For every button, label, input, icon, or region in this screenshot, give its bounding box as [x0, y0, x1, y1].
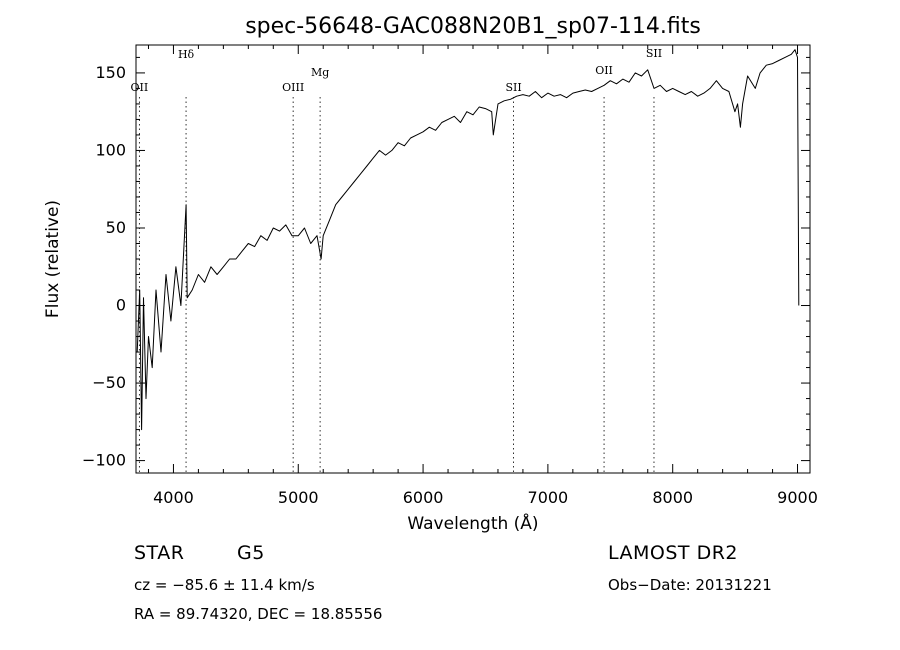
series-group	[136, 49, 800, 431]
x-tick-label: 6000	[403, 488, 444, 507]
spectral-line-label: OII	[595, 64, 613, 77]
x-tick-label: 7000	[528, 488, 569, 507]
object-class: STAR	[134, 542, 185, 564]
plot-frame	[135, 44, 811, 474]
chart-title: spec-56648-GAC088N20B1_sp07-114.fits	[245, 14, 701, 39]
x-axis-label: Wavelength (Å)	[407, 512, 538, 534]
spectral-line-label: SII	[505, 81, 521, 94]
spectral-line-label: Mg	[311, 66, 329, 79]
y-tick-label: 100	[95, 140, 126, 159]
survey-name: LAMOST DR2	[608, 542, 738, 564]
spectral-line-label: OIII	[282, 81, 304, 94]
spectrum-line	[136, 49, 800, 431]
y-tick-label: −100	[82, 451, 126, 470]
coordinates-readout: RA = 89.74320, DEC = 18.85556	[134, 605, 383, 623]
spectral-line-label: OII	[131, 81, 149, 94]
spectral-line-markers: OII Hδ OIII Mg SII OII SII	[131, 47, 662, 473]
velocity-readout: cz = −85.6 ± 11.4 km/s	[134, 576, 315, 594]
spectral-line-label: Hδ	[178, 48, 195, 61]
x-tick-label: 4000	[153, 488, 194, 507]
x-tick-label: 8000	[652, 488, 693, 507]
object-subclass: G5	[237, 542, 265, 564]
y-tick-label: 50	[106, 218, 126, 237]
y-tick-label: 0	[116, 296, 126, 315]
axis-ticks: 4000 5000 6000 7000 8000 9000 −100 −50 0 50 100 150	[82, 45, 818, 507]
observation-date: Obs−Date: 20131221	[608, 576, 772, 594]
spectral-line-label: SII	[646, 47, 662, 60]
y-tick-label: −50	[92, 373, 126, 392]
x-tick-label: 5000	[278, 488, 319, 507]
y-axis-label: Flux (relative)	[43, 200, 63, 318]
x-tick-label: 9000	[777, 488, 818, 507]
y-tick-label: 150	[95, 63, 126, 82]
